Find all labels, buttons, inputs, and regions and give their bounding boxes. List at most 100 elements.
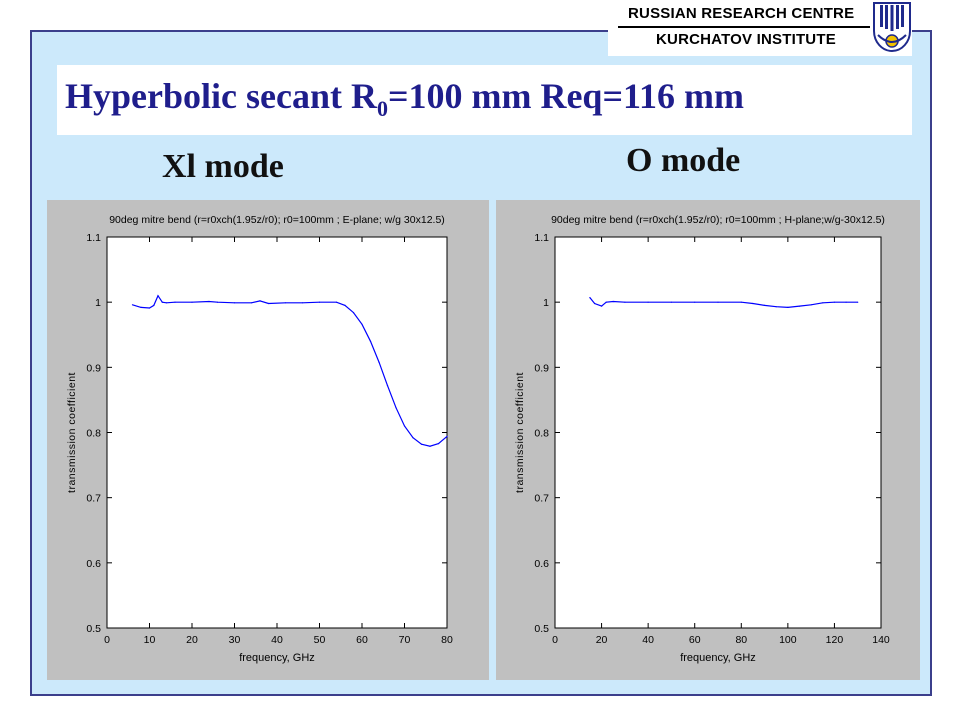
x-tick-label: 60	[689, 634, 701, 646]
y-axis-label: transmission coefficient	[66, 372, 78, 493]
x-tick-label: 60	[356, 634, 368, 646]
y-tick-label: 0.7	[86, 493, 101, 505]
data-point	[429, 445, 431, 447]
y-tick-label: 0.5	[86, 623, 101, 635]
data-point	[594, 302, 596, 305]
x-tick-label: 80	[441, 634, 453, 646]
x-tick-label: 80	[735, 634, 747, 646]
institution-name-line2: KURCHATOV INSTITUTE	[656, 31, 836, 48]
data-point	[386, 385, 389, 387]
x-tick-label: 140	[872, 634, 890, 646]
right-chart: 90deg mitre bend (r=r0xch(1.95z/r0); r0=…	[514, 214, 890, 664]
title-suffix: =100 mm Req=116 mm	[387, 76, 744, 116]
data-point	[694, 301, 696, 303]
right-mode-label: O mode	[626, 142, 741, 179]
data-point	[208, 300, 210, 303]
data-point	[378, 361, 380, 363]
x-tick-label: 0	[104, 634, 110, 646]
y-tick-label: 1	[543, 297, 549, 309]
data-point	[250, 302, 253, 304]
x-axis-label: frequency, GHz	[239, 652, 315, 664]
x-tick-label: 50	[314, 634, 326, 646]
x-tick-label: 40	[271, 634, 283, 646]
data-point	[233, 302, 236, 304]
data-point	[412, 437, 414, 439]
header-rule	[618, 26, 870, 28]
plot-area	[554, 236, 882, 629]
institute-logo-icon	[873, 2, 911, 52]
y-tick-label: 0.9	[86, 362, 101, 374]
institution-header: RUSSIAN RESEARCH CENTRE KURCHATOV INSTIT…	[608, 0, 912, 56]
chart-title: 90deg mitre bend (r=r0xch(1.95z/r0); r0=…	[109, 214, 445, 226]
title-subscript: 0	[376, 96, 388, 121]
data-point	[589, 297, 591, 299]
x-tick-label: 120	[826, 634, 844, 646]
data-point	[446, 435, 448, 437]
left-chart-panel: 90deg mitre bend (r=r0xch(1.95z/r0); r0=…	[47, 200, 489, 680]
data-point	[601, 305, 603, 307]
x-tick-label: 30	[229, 634, 241, 646]
x-tick-label: 20	[186, 634, 198, 646]
data-point	[833, 301, 835, 303]
y-tick-label: 0.8	[534, 428, 549, 440]
data-point	[131, 304, 134, 306]
x-tick-label: 40	[642, 634, 654, 646]
data-point	[301, 302, 304, 304]
right-chart-panel: 90deg mitre bend (r=r0xch(1.95z/r0); r0=…	[496, 200, 920, 680]
data-point	[717, 301, 719, 303]
left-mode-label: Xl mode	[162, 148, 284, 185]
data-point	[798, 305, 801, 307]
data-point	[259, 300, 261, 302]
data-point	[140, 306, 142, 308]
data-point	[369, 340, 372, 342]
data-point	[647, 301, 649, 303]
data-point	[822, 302, 824, 304]
y-tick-label: 1.1	[86, 232, 101, 244]
title-box: Hyperbolic secant R0=100 mm Req=116 mm	[57, 65, 912, 135]
x-tick-label: 100	[779, 634, 797, 646]
data-point	[810, 304, 812, 306]
data-point	[845, 301, 847, 303]
data-point	[420, 443, 423, 445]
data-point	[153, 304, 155, 306]
data-point	[670, 301, 672, 303]
data-point	[437, 443, 440, 445]
data-point	[624, 301, 626, 303]
data-point	[752, 302, 754, 305]
data-point	[148, 307, 151, 309]
data-point	[174, 301, 176, 303]
data-point	[857, 301, 859, 303]
institution-name-line1: RUSSIAN RESEARCH CENTRE	[628, 5, 855, 22]
data-point	[361, 323, 363, 325]
data-point	[395, 407, 397, 409]
chart-title: 90deg mitre bend (r=r0xch(1.95z/r0); r0=…	[551, 214, 885, 226]
data-point	[612, 300, 614, 303]
data-point	[605, 301, 607, 303]
slide-title: Hyperbolic secant R0=100 mm Req=116 mm	[65, 75, 744, 120]
data-point	[267, 302, 270, 305]
y-tick-label: 0.8	[86, 428, 101, 440]
x-tick-label: 70	[399, 634, 411, 646]
x-axis-label: frequency, GHz	[680, 652, 756, 664]
y-tick-label: 1.1	[534, 232, 549, 244]
left-chart: 90deg mitre bend (r=r0xch(1.95z/r0); r0=…	[66, 214, 453, 664]
data-point	[787, 306, 789, 308]
data-point	[764, 304, 766, 306]
x-tick-label: 0	[552, 634, 558, 646]
data-point	[403, 425, 406, 427]
data-point	[740, 301, 742, 303]
y-tick-label: 0.9	[534, 362, 549, 374]
data-point	[335, 301, 338, 303]
x-tick-label: 20	[596, 634, 608, 646]
x-tick-label: 10	[144, 634, 156, 646]
data-point	[284, 302, 287, 304]
data-point	[191, 301, 193, 303]
data-point	[165, 302, 168, 304]
y-tick-label: 0.5	[534, 623, 549, 635]
data-point	[775, 306, 777, 308]
y-tick-label: 0.6	[86, 558, 101, 570]
series-line	[132, 294, 448, 447]
data-point	[318, 301, 321, 303]
data-point	[216, 301, 219, 303]
y-axis-label: transmission coefficient	[514, 372, 526, 493]
